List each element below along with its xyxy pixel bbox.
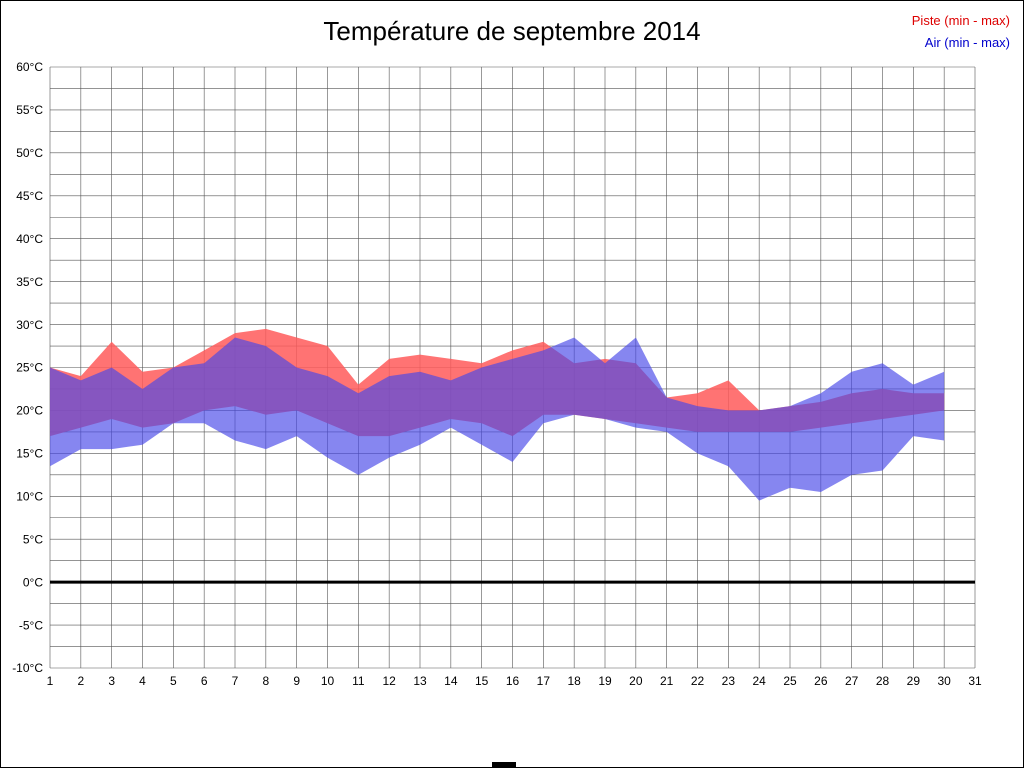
svg-text:16: 16 [506,674,520,688]
svg-text:24: 24 [752,674,766,688]
svg-text:13: 13 [413,674,427,688]
svg-text:0°C: 0°C [23,575,43,589]
svg-text:35°C: 35°C [16,275,43,289]
svg-text:10°C: 10°C [16,489,43,503]
svg-text:30°C: 30°C [16,318,43,332]
svg-text:30: 30 [937,674,951,688]
svg-text:14: 14 [444,674,458,688]
svg-text:29: 29 [907,674,921,688]
svg-text:27: 27 [845,674,859,688]
chart-title: Température de septembre 2014 [323,16,701,46]
svg-text:60°C: 60°C [16,60,43,74]
svg-text:6: 6 [201,674,208,688]
svg-text:55°C: 55°C [16,103,43,117]
svg-text:9: 9 [293,674,300,688]
svg-text:18: 18 [567,674,581,688]
svg-text:1: 1 [47,674,54,688]
svg-text:28: 28 [876,674,890,688]
svg-text:20°C: 20°C [16,404,43,418]
legend-item-piste: Piste (min - max) [911,13,1010,28]
svg-text:20: 20 [629,674,643,688]
svg-text:19: 19 [598,674,612,688]
svg-text:26: 26 [814,674,828,688]
svg-text:25: 25 [783,674,797,688]
svg-text:15: 15 [475,674,489,688]
svg-text:22: 22 [691,674,705,688]
svg-text:3: 3 [108,674,115,688]
svg-text:5: 5 [170,674,177,688]
svg-text:-10°C: -10°C [12,661,43,675]
svg-text:50°C: 50°C [16,146,43,160]
svg-text:17: 17 [537,674,551,688]
svg-text:21: 21 [660,674,674,688]
svg-text:10: 10 [321,674,335,688]
svg-text:31: 31 [968,674,982,688]
svg-text:2: 2 [77,674,84,688]
svg-text:8: 8 [262,674,269,688]
svg-text:12: 12 [382,674,396,688]
svg-text:25°C: 25°C [16,361,43,375]
svg-text:45°C: 45°C [16,189,43,203]
svg-text:-5°C: -5°C [19,618,43,632]
svg-text:5°C: 5°C [23,532,43,546]
svg-text:40°C: 40°C [16,232,43,246]
legend-item-air: Air (min - max) [924,35,1010,50]
svg-text:15°C: 15°C [16,447,43,461]
chart-legend: Piste (min - max) Air (min - max) [912,10,1010,54]
svg-text:7: 7 [232,674,239,688]
svg-text:11: 11 [352,674,365,688]
svg-text:23: 23 [722,674,736,688]
svg-text:4: 4 [139,674,146,688]
bottom-notch [492,762,516,768]
